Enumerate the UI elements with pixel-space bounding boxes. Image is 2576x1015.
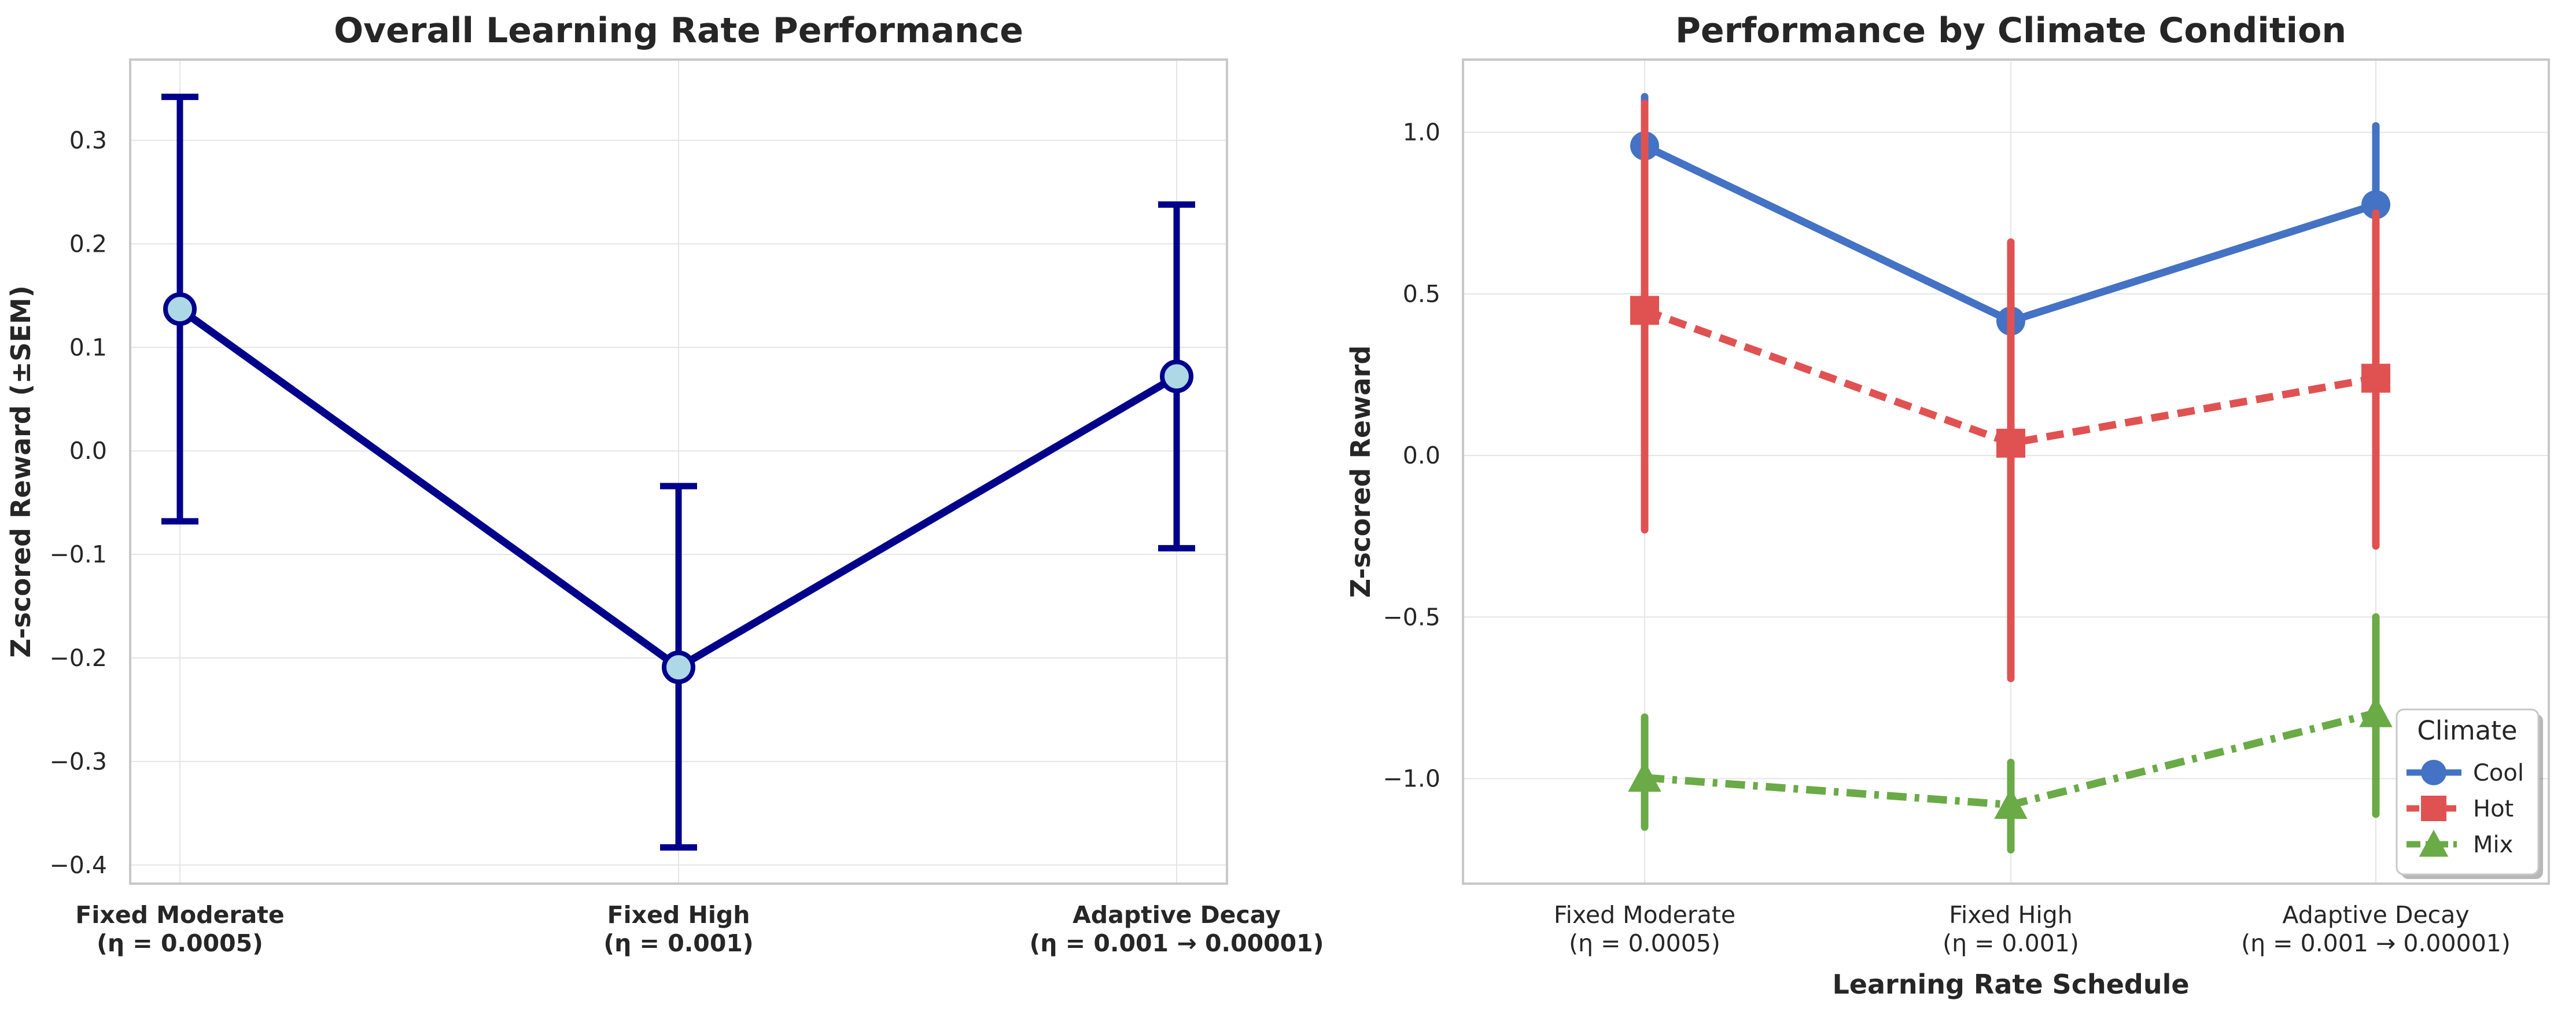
- chart-title: Overall Learning Rate Performance: [334, 10, 1023, 51]
- plot-frame: [129, 58, 1228, 885]
- y-axis-label: Z-scored Reward: [1345, 345, 1376, 598]
- x-tick-labels: Fixed Moderate(η = 0.0005)Fixed High(η =…: [75, 901, 1324, 957]
- legend-title: Climate: [2417, 715, 2517, 746]
- data-point: [1996, 428, 2025, 458]
- y-tick-label: −1.0: [1383, 765, 1440, 793]
- x-tick-label: Fixed Moderate: [75, 901, 284, 929]
- series-hot: [1630, 99, 2390, 682]
- data-point: [1628, 761, 1661, 792]
- legend-swatch-marker: [2421, 796, 2446, 821]
- data-point: [2361, 190, 2390, 219]
- y-tick-label: −0.1: [49, 540, 107, 568]
- y-tick-labels: −0.4 −0.3 −0.2 −0.1 0.0 0.1 0.2 0.3: [49, 127, 107, 879]
- x-tick-label: Adaptive Decay: [2282, 901, 2469, 929]
- y-axis-label: Z-scored Reward (±SEM): [5, 285, 36, 657]
- x-tick-label-sub: (η = 0.001): [603, 929, 753, 957]
- y-tick-label: 0.5: [1403, 280, 1440, 308]
- chart-title: Performance by Climate Condition: [1675, 10, 2346, 51]
- data-point: [2359, 696, 2393, 727]
- data-point: [163, 292, 197, 326]
- legend-label: Mix: [2473, 832, 2513, 858]
- y-tick-label: −0.4: [49, 851, 107, 879]
- y-tick-label: 1.0: [1403, 119, 1440, 146]
- x-tick-labels: Fixed Moderate(η = 0.0005)Fixed High(η =…: [1554, 901, 2511, 957]
- y-tick-label: −0.2: [49, 644, 107, 672]
- data-point: [1994, 788, 2028, 819]
- grid: [1463, 60, 2549, 884]
- data-point: [1160, 359, 1193, 394]
- x-tick-label-sub: (η = 0.001 → 0.00001): [1030, 929, 1324, 957]
- plot-frame: [1462, 58, 2550, 885]
- x-axis-label: Learning Rate Schedule: [1832, 969, 2189, 1000]
- y-tick-label: 0.1: [69, 333, 107, 361]
- x-tick-label: Fixed High: [1949, 901, 2073, 929]
- y-tick-label: 0.3: [69, 127, 107, 155]
- legend-swatch-marker: [2421, 760, 2446, 785]
- series-layer: [1628, 93, 2393, 854]
- x-tick-label-sub: (η = 0.0005): [1569, 929, 1720, 957]
- legend-swatch-marker: [2419, 829, 2449, 857]
- x-tick-label-sub: (η = 0.001): [1943, 929, 2079, 957]
- y-tick-label: 0.2: [69, 230, 107, 258]
- legend: Climate Cool Hot Mix: [2396, 708, 2543, 879]
- y-tick-labels: −1.0 −0.5 0.0 0.5 1.0: [1383, 119, 1440, 793]
- y-tick-label: 0.0: [1403, 442, 1440, 469]
- legend-label: Hot: [2473, 796, 2514, 822]
- legend-items: Cool Hot Mix: [2407, 760, 2524, 858]
- data-point: [2361, 363, 2390, 393]
- series-overall: [161, 93, 1195, 851]
- data-point: [1630, 296, 1659, 325]
- data-point: [662, 650, 695, 685]
- chart-by-climate-condition: −1.0−0.50.00.51.0 Fixed Moderate(η = 0.0…: [1345, 10, 2550, 1000]
- legend-label: Cool: [2473, 760, 2524, 786]
- x-tick-label: Fixed High: [607, 901, 750, 929]
- y-tick-label: 0.0: [69, 437, 107, 465]
- x-tick-label-sub: (η = 0.001 → 0.00001): [2241, 929, 2511, 957]
- x-tick-label-sub: (η = 0.0005): [97, 929, 263, 957]
- series-layer: [161, 93, 1195, 851]
- x-tick-label: Adaptive Decay: [1073, 901, 1281, 929]
- x-tick-label: Fixed Moderate: [1554, 901, 1735, 929]
- y-tick-label: −0.3: [49, 748, 107, 775]
- y-tick-label: −0.5: [1383, 603, 1440, 631]
- series-mix: [1628, 613, 2393, 854]
- chart-overall-learning-rate: −0.4 −0.3 −0.2 −0.1 0.0 0.1 0.2 0.3 Fixed Moder…: [5, 10, 1324, 957]
